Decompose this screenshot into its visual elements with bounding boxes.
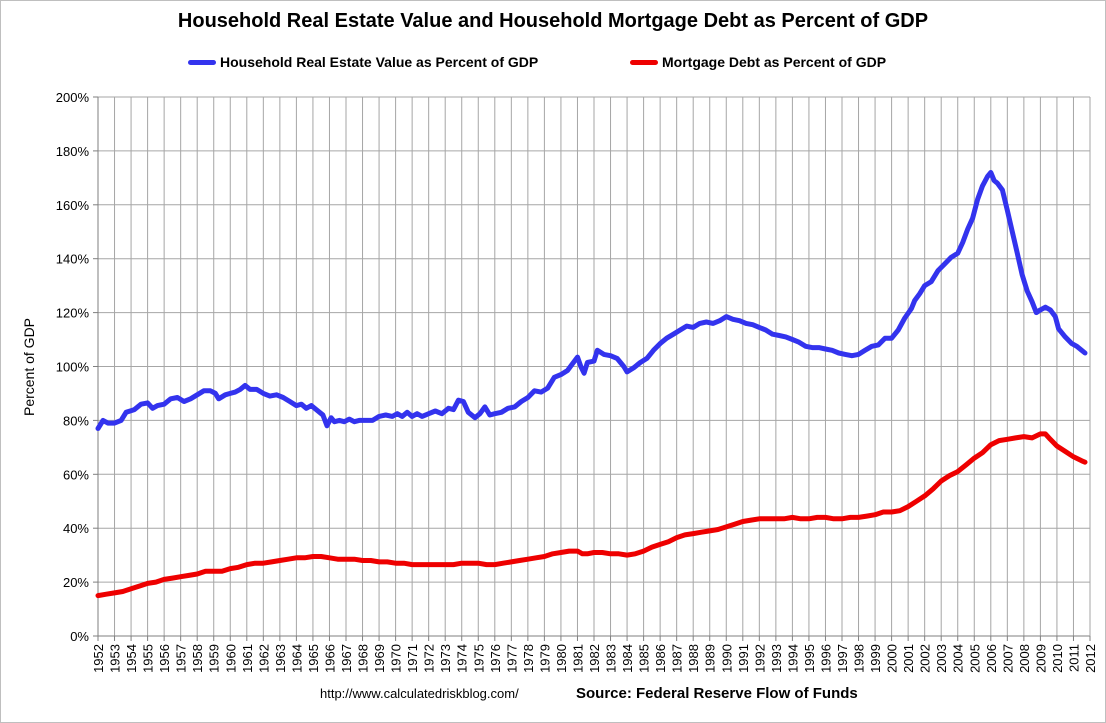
- y-axis-label: Percent of GDP: [21, 318, 37, 416]
- series-line-real-estate: [95, 170, 1088, 431]
- x-tick-label: 1964: [289, 644, 304, 673]
- x-tick-label: 1983: [604, 644, 619, 673]
- x-tick-label: 1971: [405, 644, 420, 673]
- legend-swatch-real-estate: [188, 59, 216, 65]
- x-tick-label: 2006: [984, 644, 999, 673]
- x-tick-label: 1998: [852, 644, 867, 673]
- x-tick-label: 2007: [1000, 644, 1015, 673]
- x-tick-label: 1955: [141, 644, 156, 673]
- y-tick-label: 40%: [63, 521, 89, 536]
- x-tick-label: 1989: [703, 644, 718, 673]
- x-tick-label: 1996: [818, 644, 833, 673]
- legend-item-mortgage-debt: Mortgage Debt as Percent of GDP: [630, 54, 886, 70]
- x-tick-label: 1990: [719, 644, 734, 673]
- x-tick-label: 1965: [306, 644, 321, 673]
- x-tick-label: 1956: [157, 644, 172, 673]
- x-tick-label: 1954: [124, 644, 139, 673]
- legend-label-mortgage-debt: Mortgage Debt as Percent of GDP: [662, 54, 887, 70]
- series-lines: [95, 170, 1088, 599]
- x-tick-label: 1995: [802, 644, 817, 673]
- y-tick-label: 100%: [56, 360, 90, 375]
- x-tick-label: 1974: [455, 644, 470, 673]
- x-tick-label: 1961: [240, 644, 255, 673]
- axes: [93, 96, 1091, 641]
- chart-title: Household Real Estate Value and Househol…: [177, 10, 929, 32]
- x-tick-label: 2008: [1017, 644, 1032, 673]
- x-tick-label: 1953: [108, 644, 123, 673]
- x-tick-label: 1992: [752, 644, 767, 673]
- legend-swatch-mortgage-debt: [630, 59, 658, 65]
- x-tick-label: 1960: [223, 644, 238, 673]
- x-tick-label: 1988: [686, 644, 701, 673]
- x-tick-label: 1977: [504, 644, 519, 673]
- x-tick-label: 1976: [488, 644, 503, 673]
- x-tick-label: 1982: [587, 644, 602, 673]
- x-tick-label: 1999: [868, 644, 883, 673]
- y-tick-label: 180%: [56, 144, 90, 159]
- x-tick-label: 2010: [1050, 644, 1065, 673]
- y-tick-label: 0%: [70, 629, 89, 644]
- x-tick-label: 1981: [570, 644, 585, 673]
- x-tick-label: 1979: [537, 644, 552, 673]
- chart-legend: Household Real Estate Value as Percent o…: [0, 54, 1106, 74]
- x-tick-label: 1987: [670, 644, 685, 673]
- x-tick-label: 1966: [322, 644, 337, 673]
- x-tick-label: 2001: [901, 644, 916, 673]
- x-tick-label: 2000: [885, 644, 900, 673]
- x-tick-label: 1952: [91, 644, 106, 673]
- x-tick-label: 1973: [438, 644, 453, 673]
- x-tick-label: 1991: [736, 644, 751, 673]
- x-tick-label: 1994: [785, 644, 800, 673]
- x-tick-label: 1968: [356, 644, 371, 673]
- horizontal-gridlines: [98, 96, 1090, 583]
- x-tick-label: 1984: [620, 644, 635, 673]
- x-tick-label: 1959: [207, 644, 222, 673]
- x-tick-label: 2011: [1066, 644, 1081, 672]
- y-tick-labels: 0% 20% 40% 60% 80% 100% 120% 140% 160% 180% 200%: [56, 90, 90, 644]
- x-tick-label: 2005: [967, 644, 982, 673]
- x-tick-label: 2002: [918, 644, 933, 673]
- x-tick-label: 1978: [521, 644, 536, 673]
- x-tick-label: 1985: [637, 644, 652, 673]
- x-tick-label: 1993: [769, 644, 784, 673]
- x-tick-label: 1997: [835, 644, 850, 673]
- x-tick-label: 1970: [389, 644, 404, 673]
- x-tick-label: 2009: [1033, 644, 1048, 673]
- x-tick-label: 2004: [951, 644, 966, 673]
- series-line-mortgage-debt: [95, 431, 1088, 599]
- y-tick-label: 140%: [56, 252, 90, 267]
- x-tick-label: 1969: [372, 644, 387, 673]
- x-tick-label: 1962: [256, 644, 271, 673]
- x-tick-labels: 1952 1953 1954 1955 1956 1957 1958 1959 1960 1961…: [91, 644, 1098, 673]
- y-tick-label: 80%: [63, 413, 89, 428]
- footer-source: Source: Federal Reserve Flow of Funds: [576, 685, 858, 702]
- x-tick-label: 2012: [1083, 644, 1098, 673]
- legend-label-real-estate: Household Real Estate Value as Percent o…: [220, 54, 539, 70]
- y-tick-label: 200%: [56, 90, 90, 105]
- x-tick-label: 1975: [471, 644, 486, 673]
- legend-item-real-estate: Household Real Estate Value as Percent o…: [188, 54, 538, 70]
- y-tick-label: 60%: [63, 467, 89, 482]
- x-tick-label: 1986: [653, 644, 668, 673]
- x-tick-label: 1957: [174, 644, 189, 673]
- y-tick-label: 120%: [56, 306, 90, 321]
- x-tick-label: 1980: [554, 644, 569, 673]
- x-tick-label: 2003: [934, 644, 949, 673]
- y-tick-label: 20%: [63, 575, 89, 590]
- x-tick-label: 1967: [339, 644, 354, 673]
- footer-url: http://www.calculatedriskblog.com/: [320, 686, 519, 701]
- x-tick-label: 1958: [190, 644, 205, 673]
- y-tick-label: 160%: [56, 198, 90, 213]
- x-tick-label: 1972: [422, 644, 437, 673]
- x-tick-label: 1963: [273, 644, 288, 673]
